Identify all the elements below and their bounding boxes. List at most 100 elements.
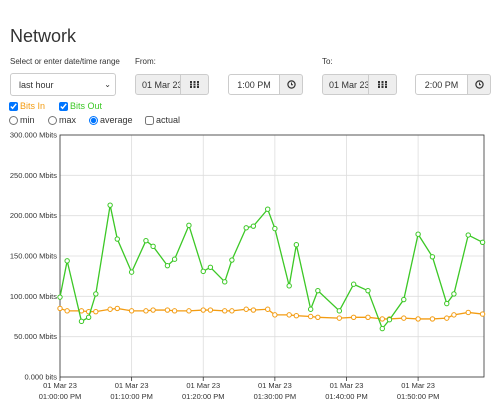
data-point xyxy=(465,309,471,316)
actual-label: actual xyxy=(156,115,181,125)
data-point xyxy=(479,239,486,245)
legend-entry: Bits In xyxy=(20,101,46,111)
checkbox[interactable] xyxy=(9,101,18,111)
data-point xyxy=(293,312,300,319)
data-point xyxy=(200,268,206,275)
clock-icon xyxy=(286,80,296,89)
data-point xyxy=(401,315,407,321)
radio[interactable] xyxy=(9,115,18,125)
data-point xyxy=(415,231,421,237)
x-tick-label: 01:50:00 PM xyxy=(397,392,440,401)
data-point xyxy=(243,225,249,231)
range-select[interactable]: last hour ⌄ xyxy=(10,73,116,96)
checkbox[interactable] xyxy=(59,101,68,111)
data-point xyxy=(265,206,271,212)
calendar-button[interactable] xyxy=(368,74,397,95)
data-point xyxy=(57,294,63,300)
data-point xyxy=(222,279,228,285)
data-point xyxy=(415,316,421,322)
data-point xyxy=(265,306,271,312)
series-toggle[interactable]: Bits In xyxy=(9,101,45,111)
series-toggle[interactable]: Bits Out xyxy=(59,101,102,111)
data-point xyxy=(57,305,63,312)
data-point xyxy=(207,307,214,313)
data-point xyxy=(479,311,486,317)
mode-label: max xyxy=(59,115,77,125)
data-point xyxy=(171,308,178,314)
mode-option[interactable]: max xyxy=(48,115,76,125)
page-title: Network xyxy=(10,26,77,46)
x-tick-label: 01:20:00 PM xyxy=(182,392,225,401)
data-point xyxy=(171,256,178,262)
data-point xyxy=(107,306,113,312)
data-point xyxy=(164,307,171,313)
data-point xyxy=(150,307,156,313)
data-point xyxy=(293,242,300,248)
x-tick-date: 01 Mar 23 xyxy=(330,381,364,390)
data-point xyxy=(429,316,436,322)
data-point xyxy=(365,287,371,294)
mode-option[interactable]: average xyxy=(89,115,133,125)
x-tick-date: 01 Mar 23 xyxy=(43,381,77,390)
data-point xyxy=(451,291,457,297)
data-point xyxy=(186,308,192,314)
range-value: last hour xyxy=(19,79,54,90)
mode-label: min xyxy=(20,115,35,125)
data-point xyxy=(128,308,135,314)
x-tick-label: 01:00:00 PM xyxy=(39,392,82,401)
data-point xyxy=(164,262,171,269)
to-time-text: 2:00 PM xyxy=(424,79,459,90)
data-point xyxy=(429,254,436,260)
data-point xyxy=(114,236,120,242)
data-point xyxy=(250,223,257,229)
clock-button[interactable] xyxy=(467,74,491,95)
from-time[interactable]: 1:00 PM xyxy=(228,74,280,95)
from-date[interactable]: 01 Mar 23 xyxy=(135,74,181,95)
actual-toggle[interactable]: actual xyxy=(145,115,180,125)
data-point xyxy=(107,202,113,208)
data-point xyxy=(93,308,99,315)
data-point xyxy=(243,306,249,312)
data-point xyxy=(250,307,257,313)
data-point xyxy=(336,315,343,321)
chart: 0.000 bits 50.000 Mbits 100.000 Mbits 150.0… xyxy=(10,131,486,401)
x-tick-date: 01 Mar 23 xyxy=(401,381,435,390)
data-point xyxy=(336,308,343,314)
data-point xyxy=(200,307,206,313)
y-tick-label: 200.000 Mbits xyxy=(10,211,57,220)
data-point xyxy=(386,317,393,323)
clock-button[interactable] xyxy=(279,74,303,95)
radio[interactable] xyxy=(48,115,57,125)
data-point xyxy=(286,312,292,318)
to-date-text: 01 Mar 23 xyxy=(329,79,369,90)
checkbox[interactable] xyxy=(145,115,154,125)
radio[interactable] xyxy=(89,115,98,125)
data-point xyxy=(64,258,70,264)
y-tick-label: 150.000 Mbits xyxy=(10,252,57,261)
data-point xyxy=(379,316,385,322)
data-point xyxy=(64,308,70,314)
data-point xyxy=(143,237,149,244)
from-date-text: 01 Mar 23 xyxy=(142,79,181,90)
data-point xyxy=(315,314,321,321)
mode-label: average xyxy=(100,115,133,125)
data-point xyxy=(315,287,321,294)
data-point xyxy=(379,325,385,332)
data-point xyxy=(350,281,357,287)
calendar-icon xyxy=(190,81,199,88)
mode-option[interactable]: min xyxy=(9,115,35,125)
to-time[interactable]: 2:00 PM xyxy=(415,74,468,95)
y-tick-label: 0.000 bits xyxy=(24,373,57,382)
x-tick-label: 01:30:00 PM xyxy=(254,392,297,401)
data-point xyxy=(186,222,192,229)
range-label: Select or enter date/time range xyxy=(10,57,120,66)
data-point xyxy=(229,308,235,314)
to-date[interactable]: 01 Mar 23 xyxy=(322,74,369,95)
x-tick-date: 01 Mar 23 xyxy=(258,381,292,390)
calendar-button[interactable] xyxy=(180,74,209,95)
data-point xyxy=(444,315,450,321)
data-point xyxy=(143,308,149,314)
y-tick-label: 300.000 Mbits xyxy=(10,131,57,140)
data-point xyxy=(307,313,314,320)
x-tick-date: 01 Mar 23 xyxy=(186,381,220,390)
